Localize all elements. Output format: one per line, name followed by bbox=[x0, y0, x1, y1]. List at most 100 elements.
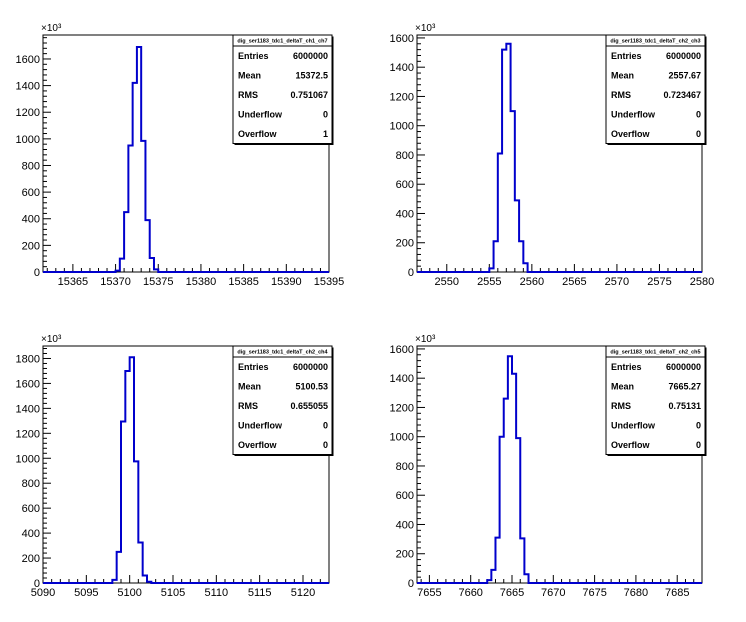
stats-value: 6000000 bbox=[666, 362, 701, 372]
y-tick-label: 1200 bbox=[390, 402, 414, 414]
x-tick-label: 5120 bbox=[291, 587, 315, 599]
y-tick-label: 1000 bbox=[390, 121, 414, 133]
stats-box-background bbox=[605, 345, 706, 455]
stats-value: 2557.67 bbox=[668, 71, 701, 81]
stats-label: RMS bbox=[238, 401, 258, 411]
y-tick-label: 400 bbox=[22, 214, 40, 226]
stats-label: Overflow bbox=[238, 440, 278, 450]
y-tick-label: 200 bbox=[22, 240, 40, 252]
stats-value: 0 bbox=[696, 110, 701, 120]
histogram-line bbox=[417, 355, 702, 584]
stats-value: 5100.53 bbox=[295, 382, 328, 392]
x-tick-label: 7670 bbox=[541, 587, 565, 599]
stats-label: Mean bbox=[238, 382, 261, 392]
y-tick-label: 800 bbox=[396, 150, 414, 162]
x-tick-label: 15395 bbox=[314, 276, 345, 288]
y-tick-label: 1400 bbox=[390, 373, 414, 385]
stats-label: Underflow bbox=[238, 421, 283, 431]
stats-label: Entries bbox=[238, 362, 269, 372]
stats-value: 0 bbox=[696, 440, 701, 450]
stats-value: 6000000 bbox=[666, 51, 701, 61]
x-tick-label: 2580 bbox=[690, 276, 714, 288]
y-exponent-label: ×10³ bbox=[41, 334, 62, 345]
y-exponent-label: ×10³ bbox=[41, 23, 62, 34]
x-tick-label: 15380 bbox=[186, 276, 217, 288]
y-tick-label: 0 bbox=[34, 267, 40, 279]
histogram-line bbox=[417, 42, 702, 273]
histogram-panel-1: 0 200 400 600 800 1000 1200 1400 1600 ×10³ 15365 15… bbox=[16, 23, 345, 288]
y-tick-label: 1400 bbox=[390, 62, 414, 74]
stats-label: RMS bbox=[611, 401, 631, 411]
stats-value: 0 bbox=[696, 421, 701, 431]
stats-label: Underflow bbox=[611, 110, 656, 120]
y-tick-label: 1000 bbox=[16, 134, 40, 146]
stats-box: dig_ser1183_tdc1_deltaT_ch2_ch3 Entries 60… bbox=[605, 34, 707, 145]
stats-title: dig_ser1183_tdc1_deltaT_ch2_ch4 bbox=[237, 350, 328, 356]
y-tick-label: 1800 bbox=[16, 353, 40, 365]
stats-label: Overflow bbox=[611, 440, 651, 450]
stats-value: 0 bbox=[323, 110, 328, 120]
x-tick-label: 2550 bbox=[435, 276, 459, 288]
stats-label: Overflow bbox=[611, 129, 651, 139]
x-tick-label: 15385 bbox=[228, 276, 259, 288]
stats-value: 7665.27 bbox=[668, 382, 701, 392]
x-tick-label: 5105 bbox=[161, 587, 185, 599]
y-tick-label: 1000 bbox=[390, 432, 414, 444]
histogram-line bbox=[43, 45, 329, 273]
stats-value: 15372.5 bbox=[295, 71, 328, 81]
stats-value: 0.751067 bbox=[290, 90, 328, 100]
stats-title: dig_ser1183_tdc1_deltaT_ch2_ch5 bbox=[610, 350, 700, 356]
stats-title: dig_ser1183_tdc1_deltaT_ch1_ch7 bbox=[237, 39, 327, 45]
y-tick-label: 1400 bbox=[16, 403, 40, 415]
x-tick-label: 5115 bbox=[248, 587, 272, 599]
y-tick-label: 200 bbox=[396, 549, 414, 561]
stats-label: Overflow bbox=[238, 129, 278, 139]
y-tick-label: 800 bbox=[22, 160, 40, 172]
stats-value: 0 bbox=[323, 421, 328, 431]
x-tick-label: 5090 bbox=[31, 587, 55, 599]
y-tick-label: 1200 bbox=[16, 107, 40, 119]
stats-label: Underflow bbox=[611, 421, 656, 431]
stats-label: Mean bbox=[611, 382, 634, 392]
y-tick-label: 800 bbox=[22, 478, 40, 490]
histogram-panel-4: 0 200 400 600 800 1000 1200 1400 1600×10³ 7655 766… bbox=[390, 334, 707, 599]
x-tick-label: 15365 bbox=[58, 276, 89, 288]
stats-value: 0.723467 bbox=[663, 90, 701, 100]
y-tick-label: 1200 bbox=[16, 428, 40, 440]
x-tick-label: 7665 bbox=[500, 587, 524, 599]
x-tick-label: 7660 bbox=[458, 587, 482, 599]
x-tick-label: 7675 bbox=[582, 587, 606, 599]
stats-box: dig_ser1183_tdc1_deltaT_ch1_ch7 Entries 60… bbox=[232, 34, 334, 145]
stats-label: Mean bbox=[611, 71, 634, 81]
stats-value: 0 bbox=[323, 440, 328, 450]
x-tick-label: 7655 bbox=[417, 587, 441, 599]
x-tick-label: 2570 bbox=[605, 276, 629, 288]
stats-value: 0 bbox=[696, 129, 701, 139]
histogram-panel-3: 0 200 400 600 800 1000 1200 1400 1600 1800×10³ 509… bbox=[16, 334, 334, 599]
x-tick-label: 7685 bbox=[665, 587, 689, 599]
x-tick-label: 15375 bbox=[143, 276, 174, 288]
y-tick-label: 200 bbox=[396, 238, 414, 250]
y-tick-label: 1600 bbox=[390, 344, 414, 356]
y-exponent-label: ×10³ bbox=[415, 334, 436, 345]
stats-label: RMS bbox=[611, 90, 631, 100]
x-tick-label: 5095 bbox=[74, 587, 98, 599]
stats-value: 0.655055 bbox=[290, 401, 328, 411]
y-tick-label: 1600 bbox=[16, 54, 40, 66]
histogram-panel-2: 0 200 400 600 800 1000 1200 1400 1600×10³ 2550 255… bbox=[390, 23, 715, 288]
stats-label: Entries bbox=[238, 51, 269, 61]
stats-value: 0.75131 bbox=[668, 401, 701, 411]
y-tick-label: 0 bbox=[34, 578, 40, 590]
x-tick-label: 2560 bbox=[520, 276, 544, 288]
y-tick-label: 600 bbox=[22, 503, 40, 515]
y-tick-label: 1400 bbox=[16, 81, 40, 93]
y-tick-label: 400 bbox=[22, 528, 40, 540]
y-tick-label: 600 bbox=[396, 179, 414, 191]
x-tick-label: 5100 bbox=[117, 587, 141, 599]
stats-value: 6000000 bbox=[293, 51, 328, 61]
y-tick-label: 400 bbox=[396, 208, 414, 220]
stats-box-background bbox=[605, 34, 706, 144]
y-tick-label: 600 bbox=[396, 490, 414, 502]
stats-box-background bbox=[232, 34, 333, 144]
